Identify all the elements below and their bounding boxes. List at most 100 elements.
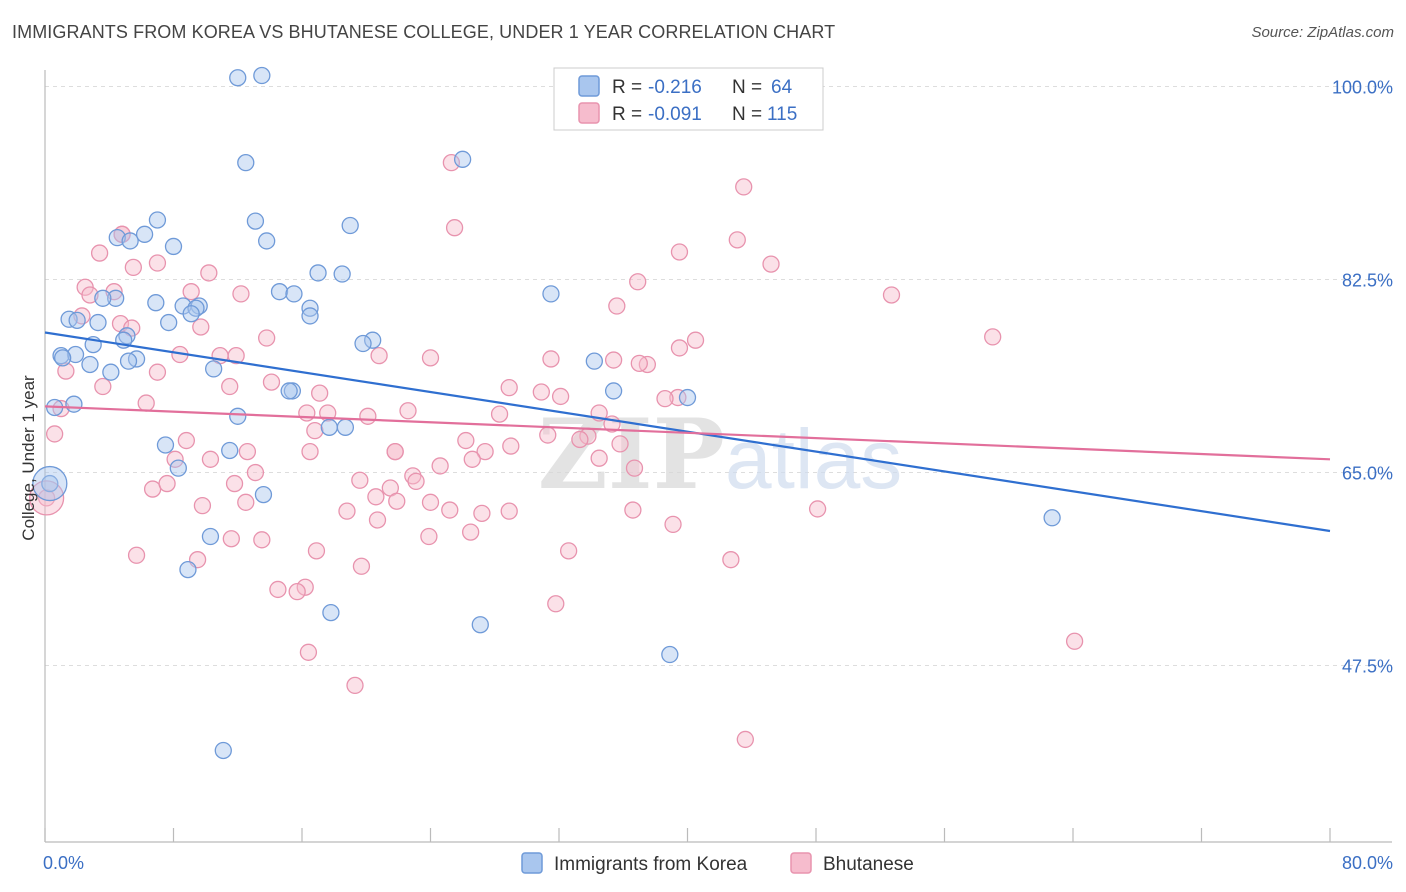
bhutanese-point <box>288 583 306 601</box>
korea-point <box>678 388 697 407</box>
bhutanese-point <box>301 442 319 461</box>
korea-point <box>585 352 603 370</box>
series-legend-bhutan: Bhutanese <box>823 854 914 875</box>
bhutanese-point <box>500 502 518 520</box>
y-tick-label: 100.0% <box>1332 78 1393 98</box>
korea-point <box>341 216 359 235</box>
bhutanese-point <box>664 515 682 534</box>
bhutanese-point <box>735 178 753 196</box>
bhutanese-point <box>686 331 705 349</box>
bhutanese-point <box>728 231 746 249</box>
bhutanese-point <box>808 500 827 518</box>
bhutanese-point <box>532 383 550 401</box>
korea-point <box>237 153 255 172</box>
bhutanese-point <box>200 264 218 282</box>
korea-point <box>65 395 83 413</box>
bhutanese-point <box>388 492 406 510</box>
series-legend: Immigrants from Korea Bhutanese <box>521 852 914 875</box>
series-legend-swatch-korea <box>521 852 543 874</box>
bhutanese-point <box>984 328 1002 346</box>
bhutanese-point <box>442 153 461 172</box>
y-axis-label: College, Under 1 year <box>19 375 38 541</box>
legend-swatch-korea <box>578 75 600 97</box>
legend-swatch-bhutan <box>578 102 600 124</box>
bhutanese-point <box>421 493 440 511</box>
bhutanese-point <box>604 351 623 369</box>
bhutanese-point <box>45 425 64 443</box>
korea-point <box>604 382 623 400</box>
korea-point <box>246 212 265 230</box>
korea-point <box>147 294 165 312</box>
bhutanese-point <box>420 527 438 546</box>
bhutanese-point <box>473 504 491 522</box>
bhutanese-point <box>669 388 687 407</box>
korea-point <box>107 289 125 307</box>
bhutanese-point <box>670 243 689 261</box>
bhutanese-point <box>722 551 740 569</box>
korea-point <box>285 285 303 303</box>
x-tick-label: 0.0% <box>43 853 84 873</box>
bhutanese-point <box>1065 632 1084 650</box>
korea-point <box>301 307 319 325</box>
bhutanese-point <box>246 463 265 482</box>
bhutanese-point <box>296 578 314 596</box>
korea-point <box>221 441 239 460</box>
bhutanese-point <box>502 437 520 455</box>
bhutanese-point <box>611 435 629 453</box>
stats-legend: R = -0.216 N = 64 R = -0.091 N = 115 <box>553 67 824 131</box>
korea-point <box>135 225 154 243</box>
korea-point <box>41 474 59 493</box>
korea-point <box>81 355 99 374</box>
bhutanese-point <box>359 407 377 425</box>
bhutanese-point <box>238 442 257 461</box>
korea-point <box>253 66 271 85</box>
x-tick-label: 80.0% <box>1342 853 1393 873</box>
bhutanese-point <box>127 546 146 564</box>
bhutanese-point <box>94 377 112 396</box>
bhutanese-point <box>269 580 287 599</box>
bhutanese-point <box>258 329 276 347</box>
y-tick-label: 65.0% <box>1342 464 1393 484</box>
korea-point <box>661 645 679 664</box>
korea-point <box>229 69 247 87</box>
bhutanese-point <box>656 390 674 408</box>
korea-point <box>453 150 472 168</box>
bhutanese-point <box>148 363 167 381</box>
bhutanese-point <box>386 442 404 461</box>
bhutanese-point <box>624 501 642 519</box>
bhutanese-point <box>590 449 608 467</box>
korea-point <box>169 459 187 477</box>
bhutanese-point <box>352 557 371 575</box>
watermark: ZIPatlas <box>538 398 903 511</box>
bhutanese-point <box>52 399 70 418</box>
bhutanese-point <box>407 472 425 491</box>
bhutanese-point <box>630 354 648 373</box>
bhutanese-point <box>262 373 281 391</box>
bhutanese-point <box>90 244 109 262</box>
bhutanese-point <box>232 285 250 303</box>
legend-r-label-korea: R = <box>612 77 642 98</box>
bhutanese-point <box>177 431 196 450</box>
legend-r-label-bhutan: R = <box>612 104 642 125</box>
korea-point <box>182 305 200 323</box>
bhutanese-point <box>346 676 364 695</box>
korea-point <box>542 285 560 303</box>
trend-lines <box>44 331 1331 533</box>
bhutanese-point <box>351 471 369 489</box>
gridlines <box>45 86 1392 667</box>
bhutanese-point <box>221 377 239 396</box>
korea-point <box>364 331 382 349</box>
korea-point <box>322 603 340 622</box>
x-tick-labels: 0.0% 80.0% <box>43 853 1393 873</box>
korea-point <box>205 360 223 378</box>
korea-point <box>119 352 138 370</box>
korea-point <box>179 560 197 579</box>
bhutanese-point <box>542 350 560 368</box>
korea-point <box>187 299 205 317</box>
korea-point <box>89 313 107 332</box>
bhutanese-point <box>370 346 388 365</box>
bhutanese-point <box>201 450 220 468</box>
bhutanese-point <box>559 542 578 560</box>
bhutanese-point <box>571 430 589 449</box>
